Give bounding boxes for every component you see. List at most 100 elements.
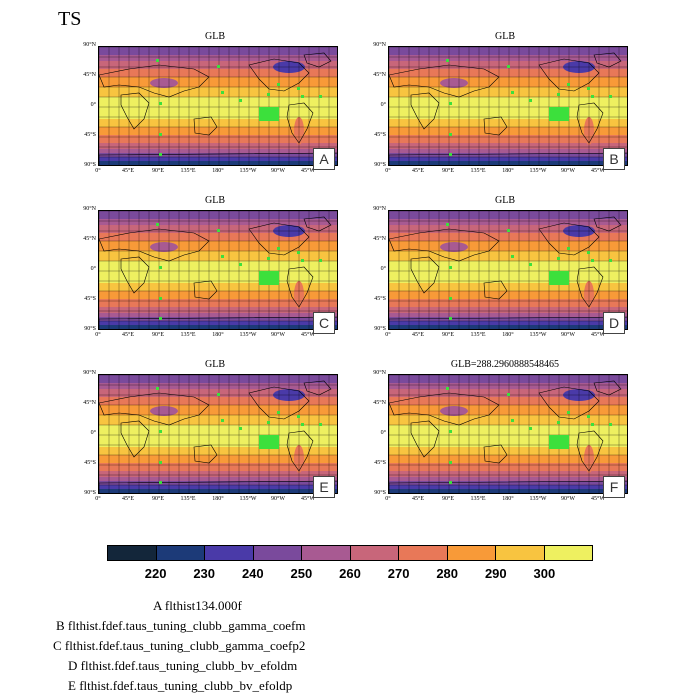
- lat-tick-label: 45°S: [374, 460, 386, 466]
- colorbar-swatch: [399, 546, 448, 560]
- lat-tick-label: 45°N: [83, 236, 96, 242]
- colorbar: [107, 545, 593, 561]
- lon-tick-label: 45°W: [300, 168, 316, 174]
- lat-tick-label: 0°: [380, 102, 386, 108]
- map-heatmap: [98, 46, 338, 166]
- lon-tick-label: 0°: [385, 332, 391, 338]
- map-panel-b: GLB 90°N 45°N 0° 45°S 90°S 0° 45°E 90°E 135°E 180°…: [360, 31, 650, 192]
- lat-tick-label: 45°S: [84, 296, 96, 302]
- map-heatmap: [98, 210, 338, 330]
- lon-tick-label: 0°: [95, 168, 101, 174]
- map-heatmap: [388, 210, 628, 330]
- lon-tick-label: 45°E: [411, 496, 425, 502]
- lat-tick-label: 90°N: [373, 42, 386, 48]
- lon-tick-label: 90°W: [560, 168, 576, 174]
- page-title: TS: [58, 8, 82, 30]
- panel-tag: E: [313, 476, 335, 498]
- colorbar-tick-label: 270: [387, 566, 410, 581]
- panel-tag: A: [313, 148, 335, 170]
- lat-tick-label: 0°: [380, 430, 386, 436]
- lon-tick-label: 45°W: [300, 496, 316, 502]
- lat-tick-label: 45°S: [374, 296, 386, 302]
- lon-tick-label: 0°: [385, 168, 391, 174]
- colorbar-swatch: [205, 546, 254, 560]
- lat-tick-label: 45°N: [83, 72, 96, 78]
- lon-tick-label: 45°E: [121, 332, 135, 338]
- map-panel-a: GLB 90°N 45°N 0° 45°S 90°S 0° 45°E 90°E 135°E 180°…: [70, 31, 360, 192]
- panel-title: GLB: [205, 31, 225, 42]
- lon-tick-label: 180°: [212, 332, 224, 338]
- lon-tick-label: 45°E: [411, 168, 425, 174]
- colorbar-swatch: [302, 546, 351, 560]
- colorbar-tick-label: 220: [144, 566, 167, 581]
- lon-tick-label: 135°E: [470, 496, 486, 502]
- lat-tick-label: 90°S: [374, 162, 386, 168]
- lon-tick-label: 135°E: [470, 332, 486, 338]
- lat-tick-label: 90°N: [83, 42, 96, 48]
- lon-tick-label: 90°W: [270, 496, 286, 502]
- legend-entry: D flthist.fdef.taus_tuning_clubb_bv_efol…: [68, 658, 298, 673]
- lat-tick-label: 90°N: [83, 370, 96, 376]
- lon-tick-label: 90°W: [560, 496, 576, 502]
- panel-title: GLB: [495, 31, 515, 42]
- lat-tick-label: 0°: [90, 266, 96, 272]
- lon-tick-label: 0°: [385, 496, 391, 502]
- colorbar-swatch: [156, 546, 205, 560]
- lon-tick-label: 135°E: [180, 168, 196, 174]
- lat-tick-label: 90°S: [84, 162, 96, 168]
- panel-tag: F: [603, 476, 625, 498]
- colorbar-tick-label: 260: [339, 566, 361, 581]
- colorbar-tick-label: 230: [193, 566, 216, 581]
- lon-tick-label: 90°E: [441, 168, 455, 174]
- lon-tick-label: 90°E: [151, 168, 165, 174]
- lat-tick-label: 90°S: [84, 490, 96, 496]
- panel-tag: B: [603, 148, 625, 170]
- lon-tick-label: 90°E: [441, 332, 455, 338]
- map-heatmap: [388, 374, 628, 494]
- lat-tick-label: 90°S: [374, 326, 386, 332]
- lon-tick-label: 45°E: [121, 496, 135, 502]
- colorbar-swatch: [496, 546, 545, 560]
- lon-tick-label: 135°E: [470, 168, 486, 174]
- legend-entry: B flthist.fdef.taus_tuning_clubb_gamma_c…: [56, 618, 306, 633]
- lon-tick-label: 45°E: [121, 168, 135, 174]
- lat-tick-label: 45°N: [373, 236, 386, 242]
- lon-tick-label: 45°W: [300, 332, 316, 338]
- lon-tick-label: 135°W: [529, 496, 547, 502]
- lat-tick-label: 45°S: [84, 132, 96, 138]
- lon-tick-label: 180°: [212, 496, 224, 502]
- colorbar-tick-label: 300: [533, 566, 556, 581]
- map-heatmap: [388, 46, 628, 166]
- lat-tick-label: 45°N: [373, 72, 386, 78]
- legend-entry: A flthist134.000f: [153, 598, 242, 613]
- lon-tick-label: 135°W: [239, 332, 257, 338]
- map-panel-d: GLB 90°N 45°N 0° 45°S 90°S 0° 45°E 90°E 135°E 180°…: [360, 195, 650, 356]
- lat-tick-label: 45°N: [83, 400, 96, 406]
- map-heatmap: [98, 374, 338, 494]
- lon-tick-label: 180°: [502, 332, 514, 338]
- colorbar-swatch: [253, 546, 302, 560]
- lat-tick-label: 90°N: [373, 206, 386, 212]
- lat-tick-label: 90°N: [83, 206, 96, 212]
- lat-tick-label: 45°S: [84, 460, 96, 466]
- lon-tick-label: 180°: [502, 496, 514, 502]
- panel-title: GLB: [205, 195, 225, 206]
- lon-tick-label: 90°W: [270, 332, 286, 338]
- colorbar-tick-label: 250: [290, 566, 313, 581]
- colorbar-tick-label: 240: [241, 566, 264, 581]
- panel-title: GLB=288.2960888548465: [450, 359, 560, 370]
- lon-tick-label: 0°: [95, 496, 101, 502]
- lat-tick-label: 0°: [380, 266, 386, 272]
- lon-tick-label: 180°: [212, 168, 224, 174]
- panel-tag: D: [603, 312, 625, 334]
- colorbar-swatch: [350, 546, 399, 560]
- map-panel-f: GLB=288.2960888548465 90°N 45°N 0° 45°S 90°S 0…: [360, 359, 650, 520]
- lon-tick-label: 135°W: [239, 168, 257, 174]
- lat-tick-label: 90°S: [374, 490, 386, 496]
- lon-tick-label: 180°: [502, 168, 514, 174]
- panel-title: GLB: [205, 359, 225, 370]
- lon-tick-label: 135°E: [180, 496, 196, 502]
- lon-tick-label: 45°W: [590, 168, 606, 174]
- lon-tick-label: 135°W: [529, 332, 547, 338]
- map-panel-e: GLB 90°N 45°N 0° 45°S 90°S 0° 45°E 90°E 135°E 180°…: [70, 359, 360, 520]
